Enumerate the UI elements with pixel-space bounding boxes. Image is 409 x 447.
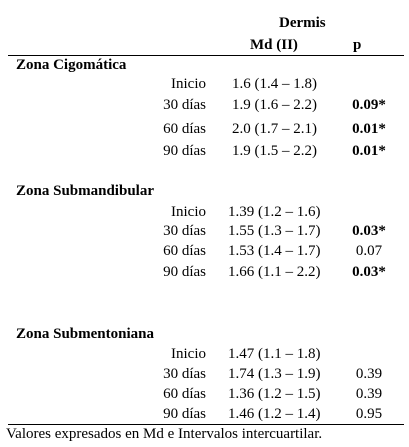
row-p-value: 0.07 xyxy=(355,243,383,259)
row-md-value: 2.0 (1.7 – 2.1) xyxy=(232,121,317,137)
row-label: 30 días xyxy=(163,366,206,382)
row-label: Inicio xyxy=(171,346,206,362)
row-md-value: 1.9 (1.6 – 2.2) xyxy=(232,97,317,113)
row-md-value: 1.55 (1.3 – 1.7) xyxy=(228,223,321,239)
section-title: Zona Submentoniana xyxy=(16,326,154,342)
row-label: 60 días xyxy=(163,243,206,259)
row-md-value: 1.9 (1.5 – 2.2) xyxy=(232,143,317,159)
header-md-label: Md (II) xyxy=(250,37,298,53)
row-md-value: 1.74 (1.3 – 1.9) xyxy=(228,366,321,382)
header-p-label: p xyxy=(353,37,362,53)
row-label: 60 días xyxy=(163,386,206,402)
section-title: Zona Submandibular xyxy=(16,183,154,199)
row-p-value: 0.09* xyxy=(352,97,386,113)
row-label: 90 días xyxy=(163,143,206,159)
row-md-value: 1.39 (1.2 – 1.6) xyxy=(228,204,321,220)
row-md-value: 1.46 (1.2 – 1.4) xyxy=(228,406,321,422)
row-label: 30 días xyxy=(163,97,206,113)
row-p-value: 0.39 xyxy=(355,386,383,402)
row-label: 90 días xyxy=(163,406,206,422)
row-label: 90 días xyxy=(163,264,206,280)
row-md-value: 1.47 (1.1 – 1.8) xyxy=(228,346,321,362)
footnote: Valores expresados en Md e Intervalos in… xyxy=(6,426,323,442)
row-p-value: 0.95 xyxy=(355,406,383,422)
table-bottom-rule xyxy=(8,424,404,425)
row-md-value: 1.53 (1.4 – 1.7) xyxy=(228,243,321,259)
section-title: Zona Cigomática xyxy=(16,57,127,73)
row-md-value: 1.36 (1.2 – 1.5) xyxy=(228,386,321,402)
row-md-value: 1.66 (1.1 – 2.2) xyxy=(228,264,321,280)
row-md-value: 1.6 (1.4 – 1.8) xyxy=(232,76,317,92)
row-p-value: 0.03* xyxy=(352,264,386,280)
row-p-value: 0.03* xyxy=(352,223,386,239)
row-p-value: 0.39 xyxy=(355,366,383,382)
row-label: Inicio xyxy=(171,76,206,92)
header-group-label: Dermis xyxy=(279,15,326,31)
row-label: 30 días xyxy=(163,223,206,239)
row-label: 60 días xyxy=(163,121,206,137)
header-rule xyxy=(8,55,404,56)
row-p-value: 0.01* xyxy=(352,143,386,159)
row-p-value: 0.01* xyxy=(352,121,386,137)
row-label: Inicio xyxy=(171,204,206,220)
